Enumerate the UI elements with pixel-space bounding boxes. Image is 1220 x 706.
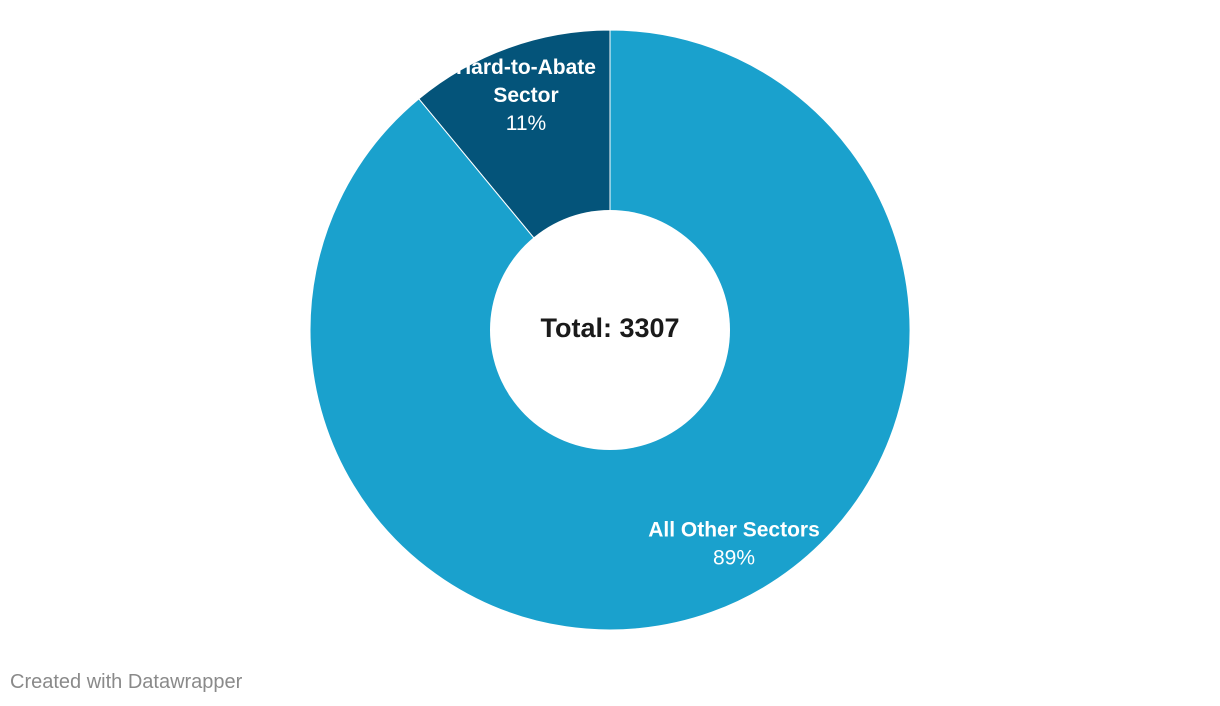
slice-label-percent: 11% — [506, 112, 546, 135]
slice-label-percent: 89% — [713, 546, 755, 569]
slice-labels: Hard-to-Abate Sector 11% All Other Sectors 8… — [456, 56, 820, 569]
donut-hole — [490, 210, 730, 450]
datawrapper-credit: Created with Datawrapper — [10, 671, 243, 693]
slice-label-name: All Other Sectors — [648, 518, 820, 541]
center-total-label: Total: 3307 — [540, 313, 679, 343]
donut-chart: Total: 3307 Hard-to-Abate Sector 11% All Ot… — [309, 29, 911, 631]
slice-label-name: Sector — [493, 84, 558, 107]
slice-label-name: Hard-to-Abate — [456, 56, 596, 79]
